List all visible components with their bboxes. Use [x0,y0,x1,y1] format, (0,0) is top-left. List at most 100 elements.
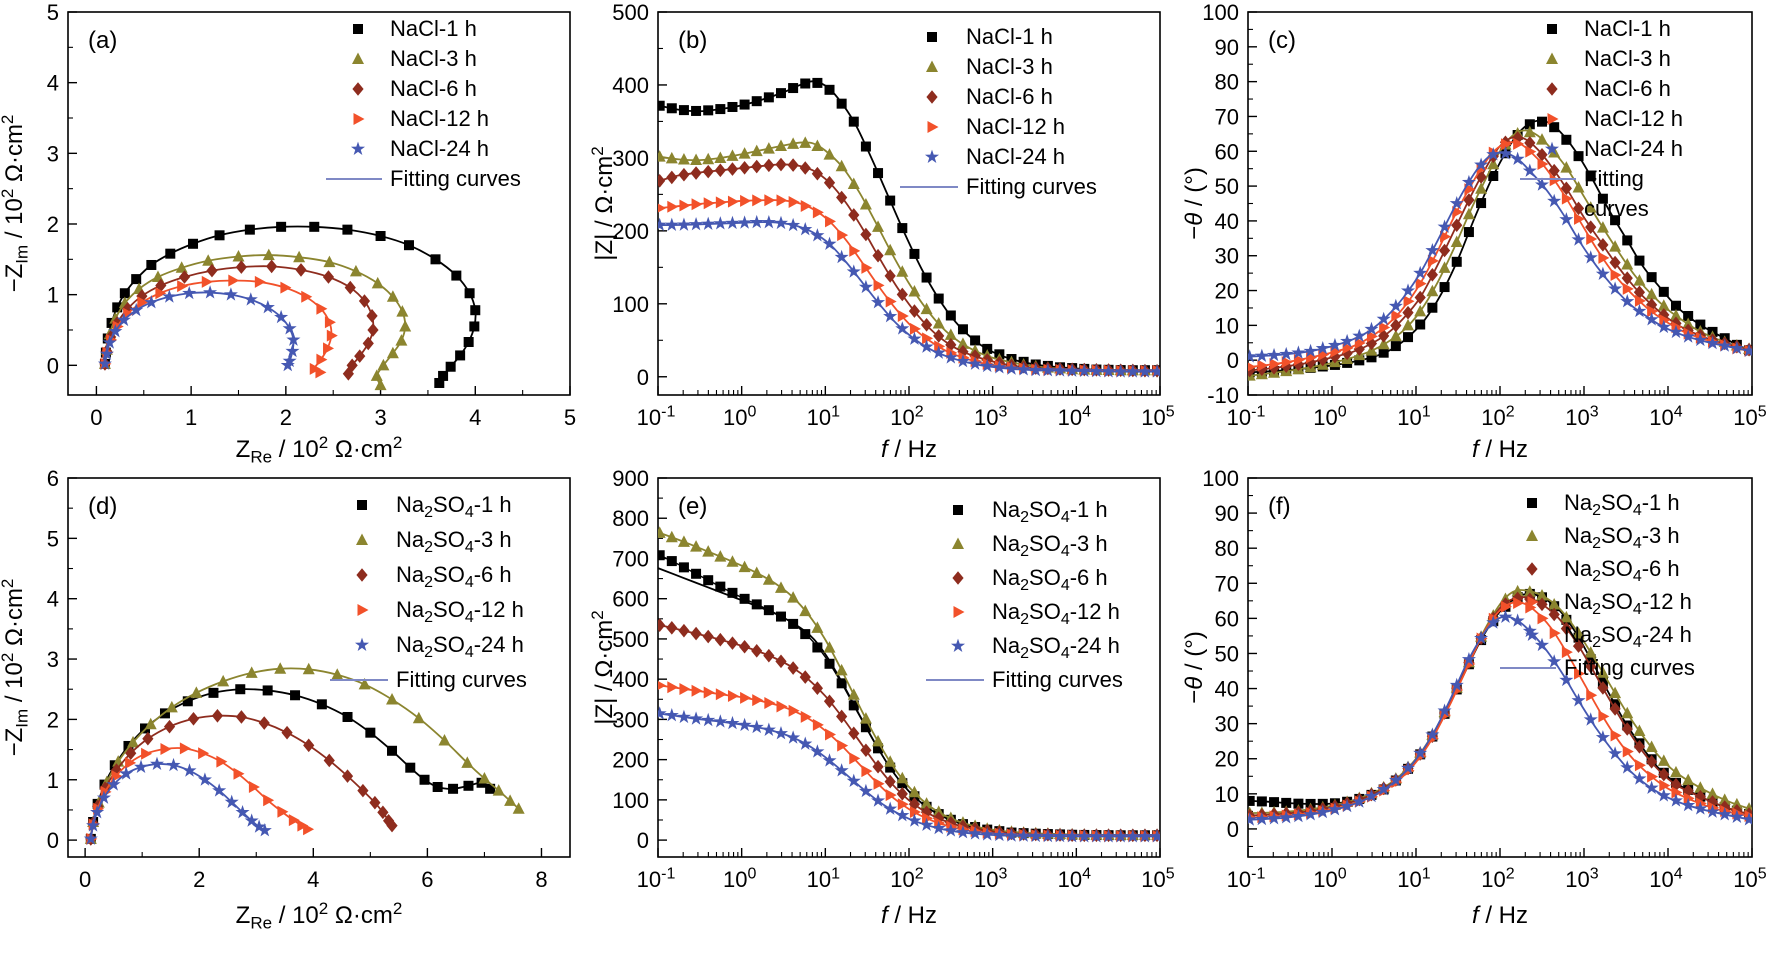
y-tick-label: 60 [1215,139,1239,164]
y-tick-label: 5 [47,0,59,25]
y-tick-label: 90 [1215,501,1239,526]
series-group-c [1248,116,1752,381]
markers-a [100,274,338,379]
panel-letter-a: (a) [88,27,117,54]
y-tick-label: 40 [1215,677,1239,702]
y-tick-label: 60 [1215,606,1239,631]
y-tick-label: 20 [1215,747,1239,772]
legend-label: NaCl-3 h [1584,46,1671,71]
axes-d: 0 2 4 6 8 0 1 2 3 4 5 6 ZRe / 102 Ω·cm2 −ZIm / 102 Ω·… [0,470,571,932]
y-tick-label: 4 [47,587,59,612]
legend-label: Na2SO4-3 h [992,531,1108,560]
x-tick-label: 100 [723,404,756,430]
y-tick-label: 300 [612,146,649,171]
legend-label: Na2SO4-6 h [396,562,512,591]
y-tick-label: 5 [47,526,59,551]
fit-line-c [1248,129,1752,377]
fit-line-d [89,667,520,840]
x-tick-label: 100 [1313,404,1346,430]
x-axis-title: f / Hz [881,902,937,929]
legend-label: NaCl-12 h [390,106,489,131]
y-tick-label: 100 [612,292,649,317]
markers-e [658,706,1160,843]
x-tick-label: 10-1 [1227,404,1266,430]
markers-e [658,680,1160,843]
y-axis-title: −ZIm / 102 Ω·cm2 [0,579,31,757]
axes-f: 10-1 100 101 102 103 104 105 0 10 20 30 40 50 60 70 80 9… [1181,470,1767,929]
y-tick-label: 20 [1215,279,1239,304]
panel-d-nyquist-na2so4: 0 2 4 6 8 0 1 2 3 4 5 6 ZRe / 102 Ω·cm2 −ZIm / 102 Ω·… [0,470,571,932]
x-tick-label: 5 [564,405,576,430]
x-tick-label: 4 [469,405,481,430]
y-tick-label: 2 [47,212,59,237]
y-axis-title: |Z| / Ω·cm2 [590,146,618,261]
legend-label: Na2SO4-1 h [396,492,512,521]
axes-b: 10-1 100 101 102 103 104 105 0 100 200 300 400 500 f … [590,0,1175,463]
y-tick-label: 100 [612,788,649,813]
y-tick-label: 3 [47,141,59,166]
y-tick-label: 30 [1215,244,1239,269]
legend-label: Na2SO4-1 h [992,497,1108,526]
y-tick-label: 2 [47,707,59,732]
markers-c [1248,146,1752,363]
legend-a: NaCl-1 h NaCl-3 h NaCl-6 h NaCl-12 h NaCl-24… [326,16,521,191]
series-group-e [658,526,1160,843]
legend-label: Na2SO4-24 h [396,632,524,661]
panel-e-bode-magnitude-na2so4: 10-1 100 101 102 103 104 105 0 100 200 300 400 500 60… [590,470,1175,929]
legend-label: Na2SO4-6 h [1564,556,1680,585]
legend-label: NaCl-24 h [966,144,1065,169]
x-tick-label: 103 [1565,404,1598,430]
y-tick-label: 500 [612,0,649,25]
legend-fitting-label: curves [1584,196,1649,221]
legend-label: Na2SO4-12 h [992,599,1120,628]
x-tick-label: 1 [185,405,197,430]
legend-label: Na2SO4-12 h [1564,589,1692,618]
y-tick-label: 50 [1215,174,1239,199]
fit-line-e [658,712,1160,838]
legend-fitting-label: Fitting curves [390,166,521,191]
legend-label: Na2SO4-1 h [1564,490,1680,519]
x-tick-label: 104 [1058,866,1091,892]
axes-c: 10-1 100 101 102 103 104 105 -10 0 10 20 30 40 50 60 70… [1181,0,1767,463]
y-tick-label: 600 [612,587,649,612]
x-tick-label: 105 [1733,404,1766,430]
axes-a: 0 1 2 3 4 5 0 1 2 3 4 5 ZRe / 102 Ω·cm2 −ZIm / 102 Ω·… [0,0,576,466]
y-tick-label: 10 [1215,782,1239,807]
fit-line-a [104,265,375,375]
y-tick-label: 70 [1215,104,1239,129]
legend-label: NaCl-1 h [966,24,1053,49]
markers-d [84,662,525,844]
y-tick-label: 200 [612,748,649,773]
x-tick-label: 104 [1058,404,1091,430]
x-tick-label: 105 [1141,866,1174,892]
y-tick-label: 500 [612,627,649,652]
markers-a [99,259,379,381]
legend-label: NaCl-3 h [390,46,477,71]
x-tick-label: 104 [1649,866,1682,892]
legend-label: Na2SO4-3 h [1564,523,1680,552]
legend-label: NaCl-6 h [1584,76,1671,101]
y-tick-label: 0 [637,365,649,390]
y-tick-label: 1 [47,768,59,793]
series-group-d [83,662,525,846]
x-axis-title: ZRe / 102 Ω·cm2 [236,899,403,932]
y-tick-label: 100 [1202,0,1239,25]
legend-fitting-label: Fitting [1584,166,1644,191]
x-tick-label: 100 [1313,866,1346,892]
x-tick-label: 2 [280,405,292,430]
y-tick-label: -10 [1207,383,1239,408]
y-tick-label: 700 [612,546,649,571]
legend-label: Na2SO4-24 h [1564,622,1692,651]
panel-letter-d: (d) [88,493,117,520]
y-tick-label: 0 [637,828,649,853]
y-axis-title: |Z| / Ω·cm2 [590,610,618,725]
legend-label: NaCl-24 h [1584,136,1683,161]
x-tick-label: 101 [1397,866,1430,892]
legend-fitting-label: Fitting curves [992,667,1123,692]
y-tick-label: 90 [1215,35,1239,60]
panel-letter-c: (c) [1268,27,1296,54]
x-tick-label: 102 [1481,866,1514,892]
x-tick-label: 10-1 [637,404,676,430]
legend-label: Na2SO4-3 h [396,527,512,556]
legend-label: NaCl-1 h [390,16,477,41]
